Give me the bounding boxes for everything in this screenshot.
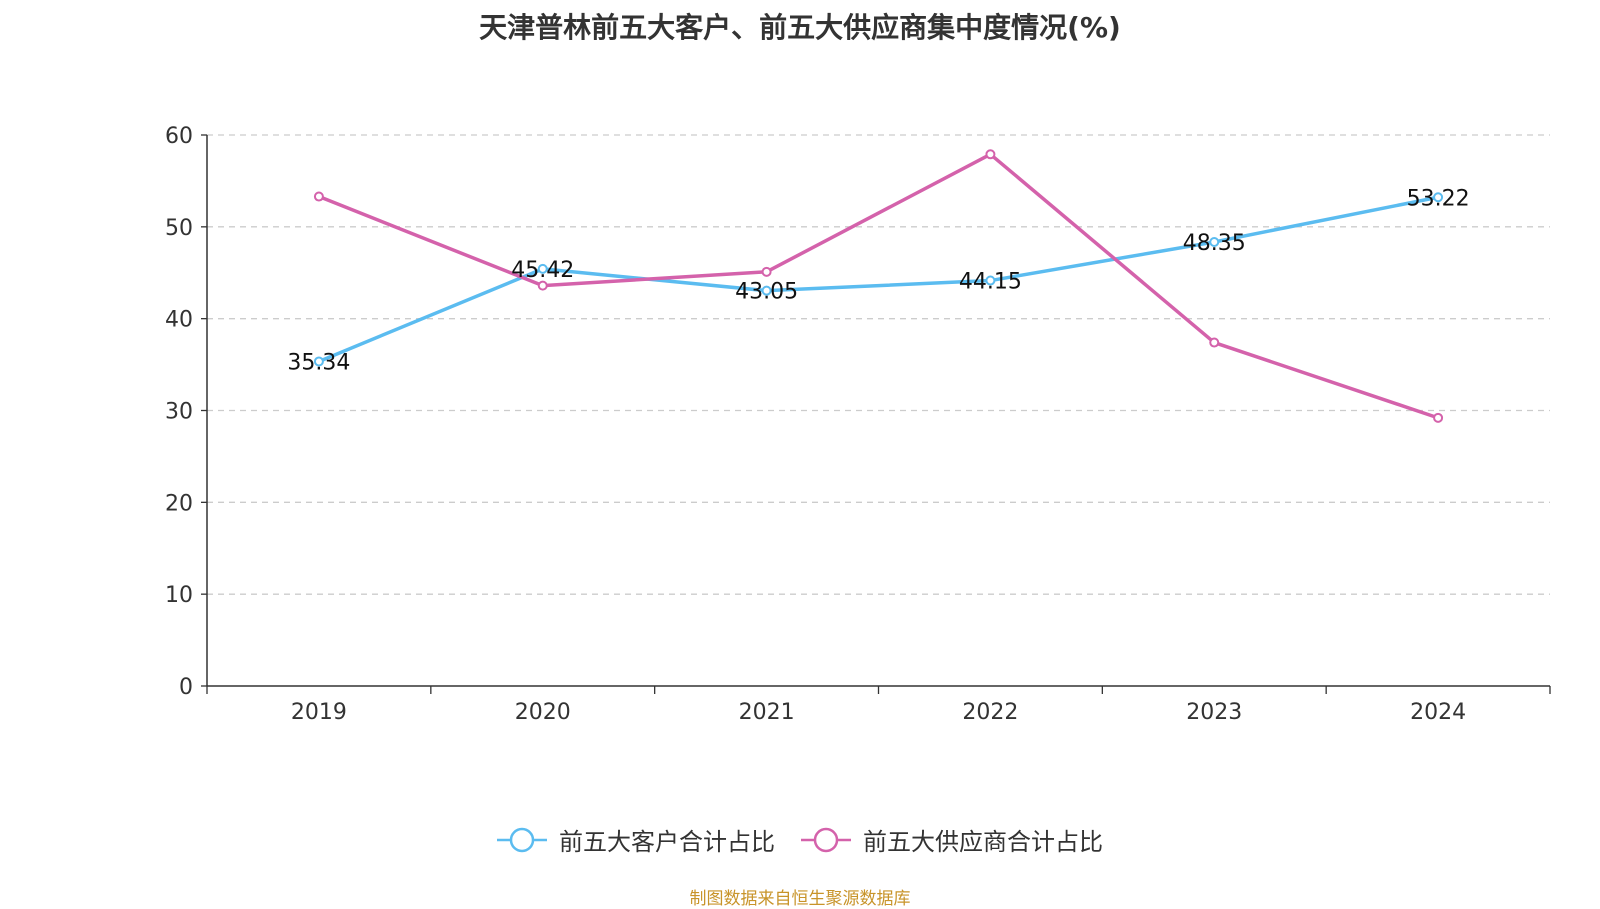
x-tick-label: 2021 xyxy=(739,700,795,725)
data-label: 48.35 xyxy=(1183,231,1246,256)
data-label: 53.22 xyxy=(1407,186,1470,211)
series-line-1 xyxy=(318,195,1439,364)
y-tick-label: 60 xyxy=(165,124,193,149)
y-tick-label: 30 xyxy=(165,400,193,425)
legend-item[interactable]: 前五大供应商合计占比 xyxy=(801,822,1103,857)
source-note: 制图数据来自恒生聚源数据库 xyxy=(689,889,911,909)
data-point xyxy=(761,285,772,296)
legend-marker-icon xyxy=(497,827,547,852)
legend: 前五大客户合计占比 前五大供应商合计占比 xyxy=(0,822,1600,857)
legend-label: 前五大客户合计占比 xyxy=(559,828,775,856)
data-point xyxy=(1433,192,1444,203)
y-tick-label: 20 xyxy=(165,491,193,516)
data-point xyxy=(537,280,548,291)
legend-item[interactable]: 前五大客户合计占比 xyxy=(497,822,775,857)
data-label: 35.34 xyxy=(287,350,350,375)
x-tick-label: 2023 xyxy=(1186,700,1242,725)
chart-title: 天津普林前五大客户、前五大供应商集中度情况(%) xyxy=(479,11,1121,44)
legend-marker-icon xyxy=(801,827,851,852)
legend-label: 前五大供应商合计占比 xyxy=(863,828,1103,856)
data-label: 43.05 xyxy=(735,280,798,305)
series-line-2 xyxy=(318,152,1439,420)
data-point xyxy=(537,263,548,274)
data-point xyxy=(985,275,996,286)
x-tick-label: 2024 xyxy=(1410,700,1466,725)
data-label: 45.42 xyxy=(511,258,574,283)
data-point xyxy=(985,149,996,160)
data-point xyxy=(313,356,324,367)
x-tick-label: 2022 xyxy=(962,700,1018,725)
data-point xyxy=(313,191,324,202)
data-label: 44.15 xyxy=(959,270,1022,295)
y-tick-label: 40 xyxy=(165,308,193,333)
data-point xyxy=(1209,236,1220,247)
x-tick-label: 2020 xyxy=(515,700,571,725)
data-point xyxy=(761,266,772,277)
x-tick-label: 2019 xyxy=(291,700,347,725)
y-tick-label: 10 xyxy=(165,583,193,608)
y-tick-label: 50 xyxy=(165,216,193,241)
y-tick-label: 0 xyxy=(179,675,193,700)
data-point xyxy=(1433,412,1444,423)
data-point xyxy=(1209,337,1220,348)
